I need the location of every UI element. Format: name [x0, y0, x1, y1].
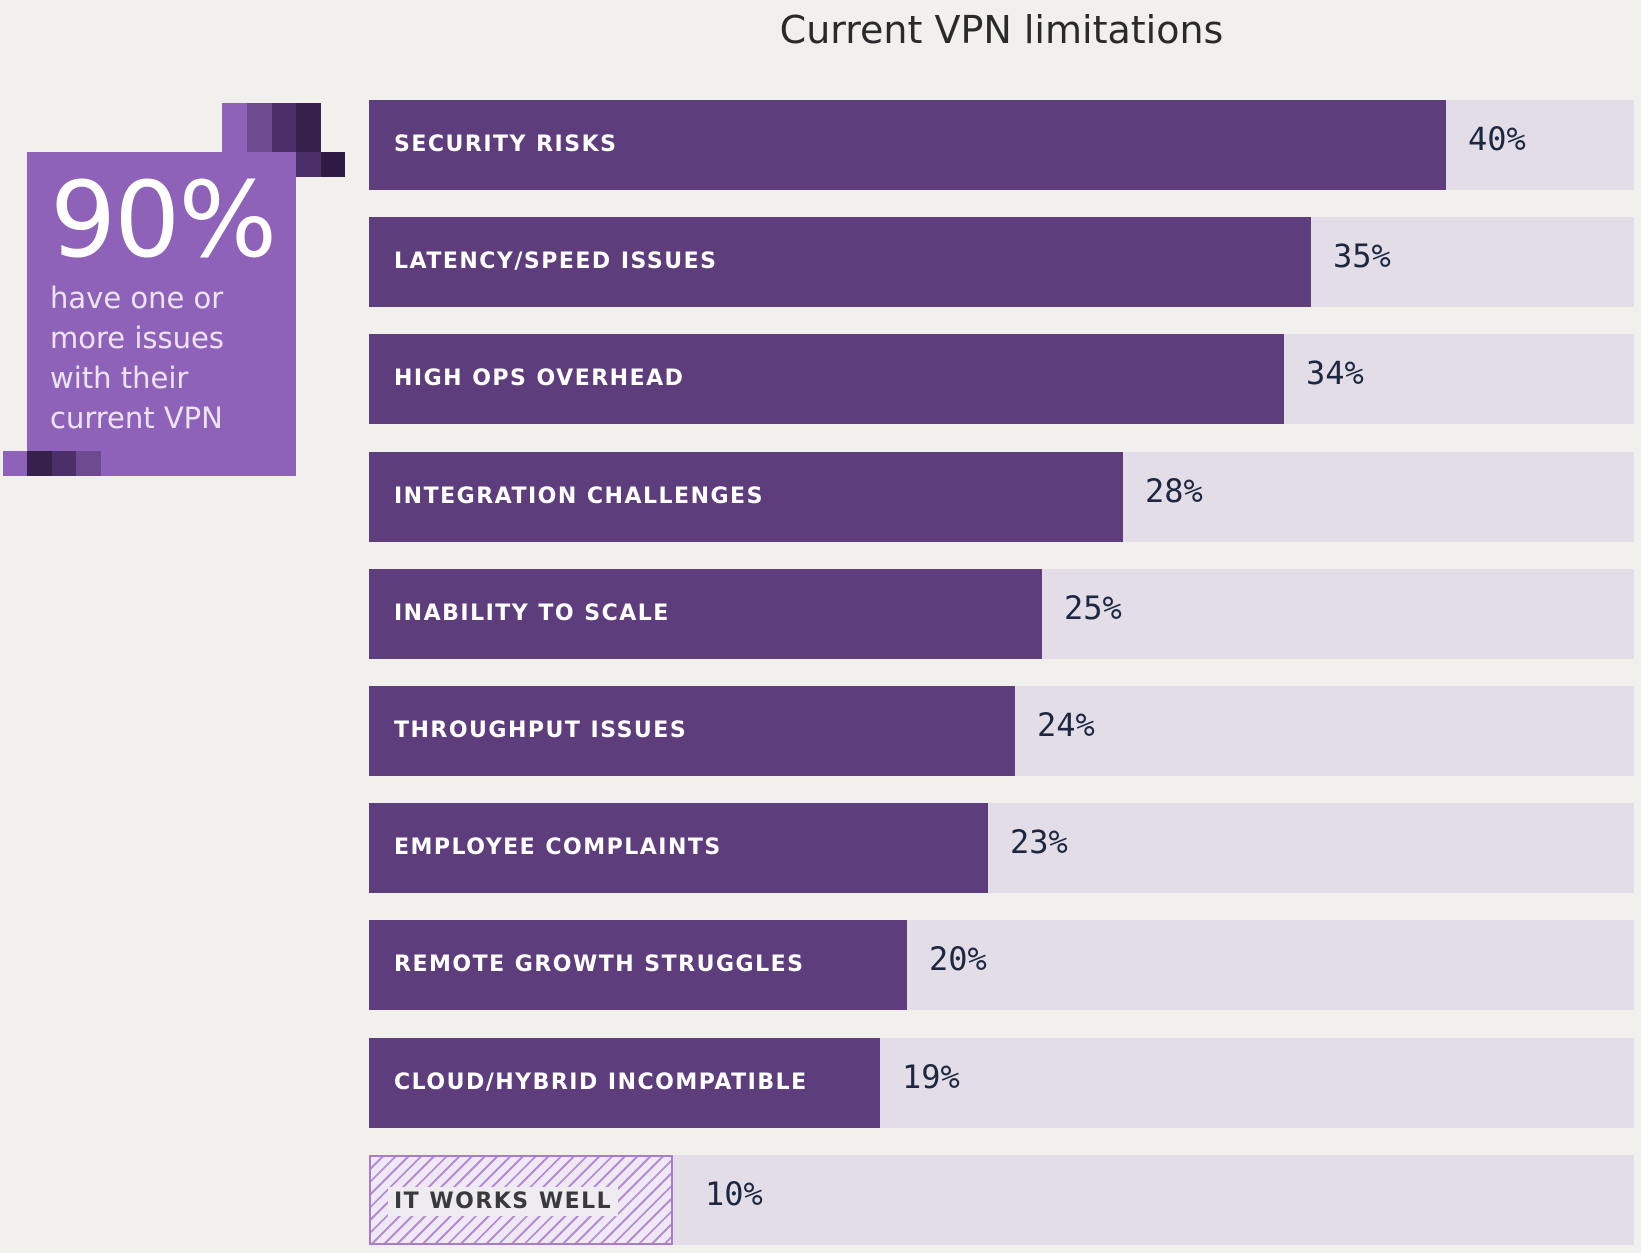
bar	[369, 452, 1123, 542]
pixel-decoration	[272, 103, 296, 152]
category-label: HIGH OPS OVERHEAD	[394, 366, 685, 391]
bar	[369, 569, 1042, 659]
pixel-decoration	[296, 152, 321, 177]
category-label: THROUGHPUT ISSUES	[394, 718, 688, 743]
value-label: 35%	[1333, 237, 1391, 275]
chart-title: Current VPN limitations	[779, 8, 1224, 52]
stat-callout: 90% have one or more issues with their c…	[0, 0, 360, 490]
value-label: 24%	[1037, 706, 1095, 744]
pixel-decoration	[296, 103, 321, 152]
pixel-decoration	[76, 451, 101, 476]
category-label: CLOUD/HYBRID INCOMPATIBLE	[394, 1070, 808, 1095]
bar	[369, 1038, 880, 1128]
pixel-decoration	[3, 451, 27, 476]
value-label: 40%	[1468, 120, 1526, 158]
bar	[369, 803, 988, 893]
bar	[369, 686, 1015, 776]
stat-value: 90%	[50, 159, 277, 281]
category-label: IT WORKS WELL	[388, 1187, 619, 1216]
pixel-decoration	[321, 152, 345, 177]
category-label: EMPLOYEE COMPLAINTS	[394, 835, 722, 860]
category-label: SECURITY RISKS	[394, 132, 618, 157]
pixel-decoration	[52, 451, 76, 476]
category-label: INTEGRATION CHALLENGES	[394, 484, 764, 509]
stat-line: with their	[50, 361, 189, 395]
bar	[369, 100, 1446, 190]
value-label: 23%	[1010, 823, 1068, 861]
value-label: 19%	[902, 1058, 960, 1096]
stat-line: have one or	[50, 281, 224, 315]
category-label: LATENCY/SPEED ISSUES	[394, 249, 718, 274]
stat-line: more issues	[50, 321, 224, 355]
pixel-decoration	[27, 451, 52, 476]
value-label: 20%	[929, 940, 987, 978]
value-label: 10%	[705, 1175, 763, 1213]
pixel-decoration	[247, 103, 272, 152]
bar	[369, 217, 1311, 307]
category-label: REMOTE GROWTH STRUGGLES	[394, 952, 805, 977]
value-label: 34%	[1306, 354, 1364, 392]
value-label: 28%	[1145, 472, 1203, 510]
pixel-decoration	[222, 103, 247, 152]
bar	[369, 920, 907, 1010]
stat-line: current VPN	[50, 401, 223, 435]
stat-description: have one or more issues with their curre…	[50, 278, 290, 438]
bar	[369, 334, 1284, 424]
category-label: INABILITY TO SCALE	[394, 601, 670, 626]
value-label: 25%	[1064, 589, 1122, 627]
callout-box	[27, 152, 296, 476]
